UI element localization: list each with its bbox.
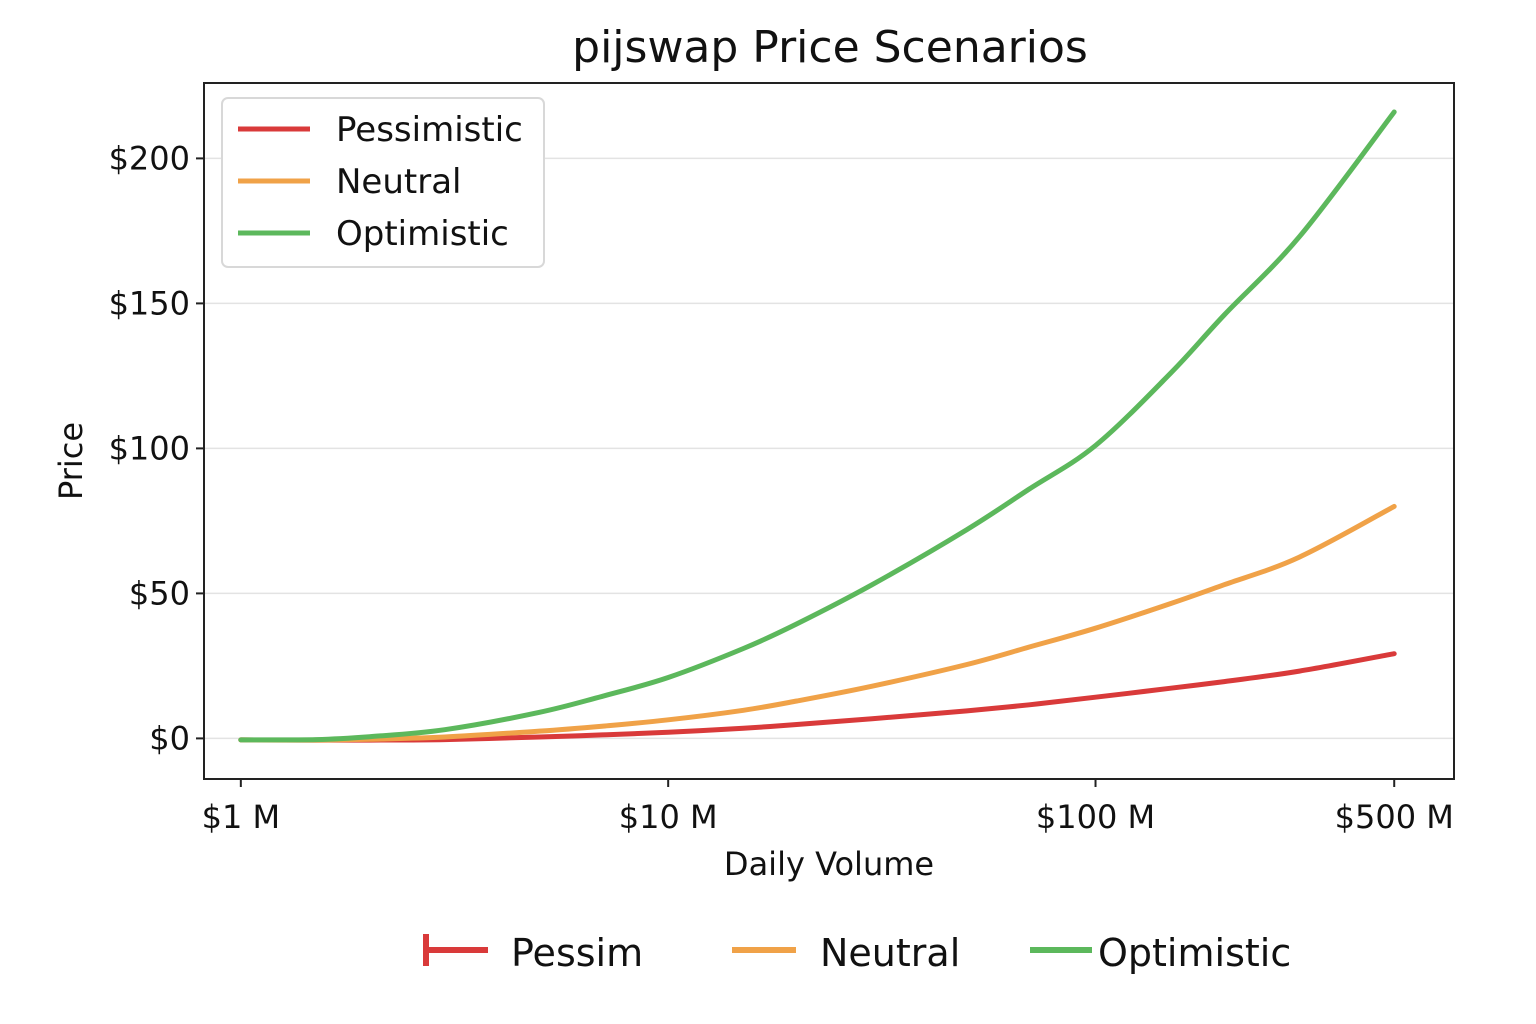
y-tick-label-1: $50	[129, 574, 190, 612]
chart-title: pijswap Price Scenarios	[572, 22, 1088, 73]
bottom-legend-label-0: Pessim	[511, 931, 643, 975]
bottom-legend: Pessim Neutral Optimistic	[423, 931, 1291, 975]
x-axis-ticks: $1 M $10 M $100 M $500 M	[202, 779, 1454, 836]
y-tick-label-3: $150	[109, 284, 190, 322]
legend-label-pessimistic: Pessimistic	[336, 110, 523, 150]
y-tick-label-4: $200	[109, 139, 190, 177]
y-axis-ticks: $0 $50 $100 $150 $200	[109, 139, 204, 757]
legend-label-neutral: Neutral	[336, 162, 462, 202]
legend: Pessimistic Neutral Optimistic	[221, 97, 545, 268]
y-axis-label: Price	[52, 422, 90, 500]
series-line-optimistic	[238, 109, 1397, 743]
legend-label-optimistic: Optimistic	[336, 214, 509, 254]
x-tick-label-1: $10 M	[619, 798, 718, 836]
legend-frame	[221, 97, 545, 268]
x-tick-label-2: $100 M	[1036, 798, 1155, 836]
x-tick-label-3: $500 M	[1335, 798, 1454, 836]
y-tick-label-0: $0	[149, 719, 190, 757]
y-tick-label-2: $100	[109, 429, 190, 467]
series-line-neutral	[238, 503, 1397, 743]
x-tick-label-0: $1 M	[202, 798, 281, 836]
x-axis-label: Daily Volume	[724, 845, 934, 883]
series-lines	[238, 109, 1397, 743]
bottom-legend-label-1: Neutral	[820, 931, 960, 975]
plot-area-frame	[203, 82, 1455, 780]
bottom-legend-label-2: Optimistic	[1098, 931, 1291, 975]
